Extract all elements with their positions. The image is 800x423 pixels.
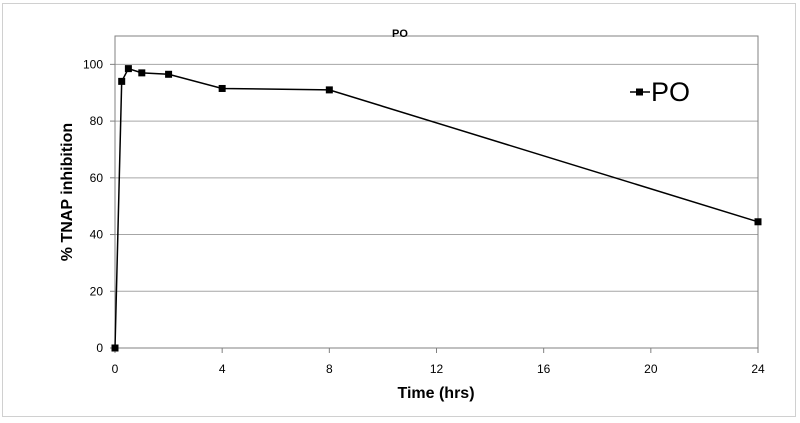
y-tick-label: 60 [90,171,104,185]
y-tick-label: 20 [90,284,104,298]
x-tick-label: 4 [219,362,226,376]
data-point [111,344,119,352]
y-axis-title: % TNAP inhibition [59,123,76,261]
legend-marker [636,88,643,96]
y-tick-label: 0 [96,341,103,355]
data-point [218,84,226,92]
x-tick-label: 8 [326,362,333,376]
x-tick-label: 16 [537,362,551,376]
data-point [118,77,126,85]
x-tick-label: 0 [112,362,119,376]
x-axis-title: Time (hrs) [397,385,474,402]
gridlines [115,63,758,292]
x-axis-ticks: 0 4 8 12 16 20 24 [112,348,765,376]
data-point [165,70,173,78]
legend-label: PO [651,77,690,107]
y-axis-ticks: 0 20 40 60 80 100 [83,57,115,355]
x-tick-label: 20 [644,362,658,376]
chart-title: PO [392,28,408,40]
y-tick-label: 40 [90,228,104,242]
legend: PO [630,77,690,107]
x-tick-label: 12 [430,362,444,376]
data-point [325,86,333,94]
data-point [138,69,146,77]
series-layer [111,65,762,352]
y-tick-label: 100 [83,57,103,71]
x-tick-label: 24 [751,362,765,376]
data-point [124,65,132,73]
y-tick-label: 80 [90,114,104,128]
data-point [754,218,762,226]
series-line [114,67,759,349]
